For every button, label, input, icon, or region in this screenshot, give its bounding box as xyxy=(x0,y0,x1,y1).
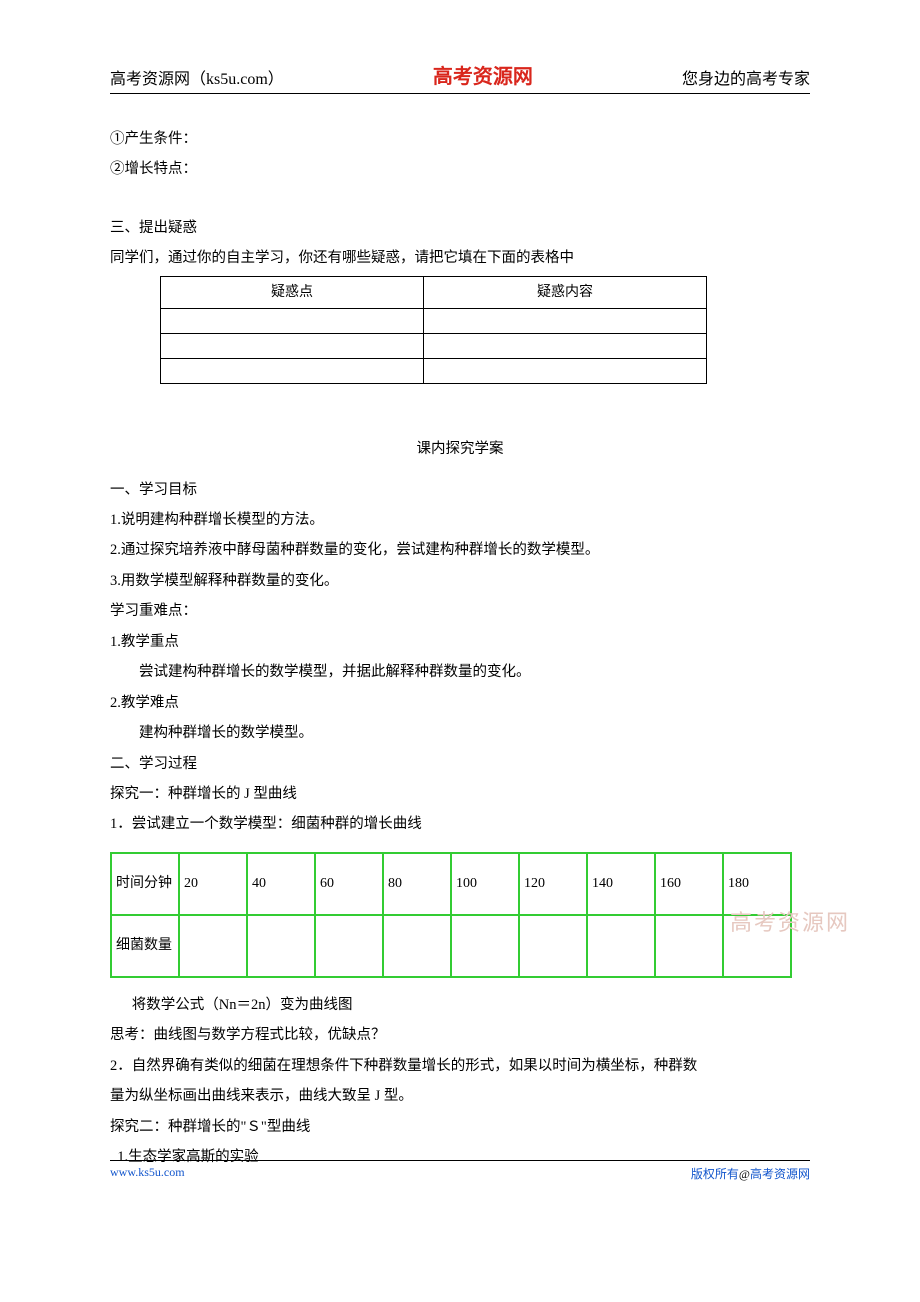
footer-right-suffix: 高考资源网 xyxy=(750,1167,810,1181)
time-cell: 60 xyxy=(315,853,383,915)
time-cell: 140 xyxy=(587,853,655,915)
time-cell: 20 xyxy=(179,853,247,915)
table-row: 细菌数量 xyxy=(111,915,791,977)
explore-2-title: 探究二：种群增长的"Ｓ"型曲线 xyxy=(110,1112,810,1142)
line-condition: ①产生条件： xyxy=(110,124,810,154)
footer-url[interactable]: www.ks5u.com xyxy=(110,1165,185,1182)
think-question: 思考：曲线图与数学方程式比较，优缺点？ xyxy=(110,1020,810,1050)
study-goal-1: 1.说明建构种群增长模型的方法。 xyxy=(110,505,810,535)
time-cell: 180 xyxy=(723,853,791,915)
count-cell[interactable] xyxy=(179,915,247,977)
count-cell[interactable] xyxy=(247,915,315,977)
section-3-title: 三、提出疑惑 xyxy=(110,213,810,243)
doubt-header-point: 疑惑点 xyxy=(161,276,424,308)
doubt-table: 疑惑点 疑惑内容 xyxy=(160,276,707,384)
count-row-label: 细菌数量 xyxy=(111,915,179,977)
page-footer: www.ks5u.com 版权所有@高考资源网 xyxy=(110,1160,810,1182)
count-cell[interactable] xyxy=(519,915,587,977)
study-goal-2: 2.通过探究培养液中酵母菌种群数量的变化，尝试建构种群增长的数学模型。 xyxy=(110,535,810,565)
footer-right-prefix: 版权所有 xyxy=(691,1167,739,1181)
time-cell: 120 xyxy=(519,853,587,915)
explore-1-step1: 1．尝试建立一个数学模型：细菌种群的增长曲线 xyxy=(110,809,810,839)
time-cell: 100 xyxy=(451,853,519,915)
count-cell[interactable] xyxy=(451,915,519,977)
table-row: 时间分钟 20 40 60 80 100 120 140 160 180 xyxy=(111,853,791,915)
doubt-cell[interactable] xyxy=(424,334,707,359)
table-row xyxy=(161,359,707,384)
section-3-desc: 同学们，通过你的自主学习，你还有哪些疑惑，请把它填在下面的表格中 xyxy=(110,243,810,273)
formula-note: 将数学公式（Nn＝2n）变为曲线图 xyxy=(110,990,810,1020)
time-cell: 80 xyxy=(383,853,451,915)
table-row xyxy=(161,334,707,359)
explore-1-step2-line1: 2．自然界确有类似的细菌在理想条件下种群数量增长的形式，如果以时间为横坐标，种群… xyxy=(110,1051,810,1081)
count-cell[interactable] xyxy=(383,915,451,977)
teach-key-content: 尝试建构种群增长的数学模型，并据此解释种群数量的变化。 xyxy=(110,657,810,687)
doubt-cell[interactable] xyxy=(424,359,707,384)
study-goal-3: 3.用数学模型解释种群数量的变化。 xyxy=(110,566,810,596)
doubt-cell[interactable] xyxy=(161,309,424,334)
table-row xyxy=(161,309,707,334)
explore-1-title: 探究一：种群增长的 J 型曲线 xyxy=(110,779,810,809)
table-header-row: 疑惑点 疑惑内容 xyxy=(161,276,707,308)
time-row-label: 时间分钟 xyxy=(111,853,179,915)
explore-1-step2-line2: 量为纵坐标画出曲线来表示，曲线大致呈 J 型。 xyxy=(110,1081,810,1111)
count-cell[interactable] xyxy=(587,915,655,977)
doubt-cell[interactable] xyxy=(161,334,424,359)
count-cell[interactable] xyxy=(315,915,383,977)
teach-difficulty-title: 2.教学难点 xyxy=(110,688,810,718)
teach-difficulty-content: 建构种群增长的数学模型。 xyxy=(110,718,810,748)
doubt-cell[interactable] xyxy=(161,359,424,384)
page-header: 高考资源网（ks5u.com） 高考资源网 您身边的高考专家 xyxy=(110,60,810,94)
header-left-text: 高考资源网（ks5u.com） xyxy=(110,65,284,89)
doubt-header-content: 疑惑内容 xyxy=(424,276,707,308)
center-section-title: 课内探究学案 xyxy=(110,434,810,464)
bacteria-growth-table: 时间分钟 20 40 60 80 100 120 140 160 180 细菌数… xyxy=(110,852,792,978)
footer-copyright: 版权所有@高考资源网 xyxy=(691,1165,810,1182)
time-cell: 40 xyxy=(247,853,315,915)
teach-key-title: 1.教学重点 xyxy=(110,627,810,657)
header-right-text: 您身边的高考专家 xyxy=(682,65,810,89)
doubt-cell[interactable] xyxy=(424,309,707,334)
body-content: ①产生条件： ②增长特点： 三、提出疑惑 同学们，通过你的自主学习，你还有哪些疑… xyxy=(110,124,810,1172)
time-cell: 160 xyxy=(655,853,723,915)
count-cell[interactable] xyxy=(655,915,723,977)
line-growth-feature: ②增长特点： xyxy=(110,154,810,184)
header-center-logo-text: 高考资源网 xyxy=(433,60,533,89)
document-page: 高考资源网（ks5u.com） 高考资源网 您身边的高考专家 ①产生条件： ②增… xyxy=(0,0,920,1212)
count-cell[interactable] xyxy=(723,915,791,977)
study-goal-title: 一、学习目标 xyxy=(110,475,810,505)
at-symbol: @ xyxy=(739,1167,750,1181)
study-process-title: 二、学习过程 xyxy=(110,749,810,779)
study-difficulty-title: 学习重难点： xyxy=(110,596,810,626)
